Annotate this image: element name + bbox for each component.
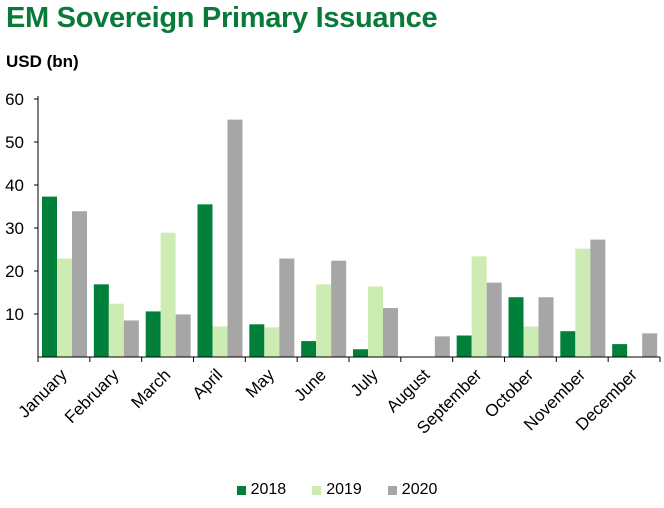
bar-2019-february <box>108 303 124 357</box>
bar-2020-february <box>123 320 139 357</box>
bar-2019-may <box>264 327 280 357</box>
x-tick-label-april: April <box>189 365 226 402</box>
legend-item-2018: 2018 <box>236 481 287 499</box>
bar-2020-december <box>642 333 658 357</box>
y-tick-label-40: 40 <box>5 176 24 195</box>
bar-2019-june <box>316 284 332 357</box>
bar-2019-october <box>523 326 539 357</box>
bar-2020-april <box>227 119 243 357</box>
bar-2020-may <box>279 258 295 357</box>
bar-2019-september <box>471 256 487 357</box>
legend-item-2020: 2020 <box>387 481 438 499</box>
y-tick-label-60: 60 <box>5 90 24 109</box>
bar-2018-march <box>145 311 161 357</box>
y-tick-label-50: 50 <box>5 133 24 152</box>
x-tick-label-may: May <box>242 365 278 401</box>
x-tick-label-february: February <box>61 365 123 427</box>
bar-2020-july <box>383 307 398 357</box>
bar-2018-may <box>249 324 265 357</box>
x-tick-label-march: March <box>128 365 175 412</box>
chart-title: EM Sovereign Primary Issuance <box>6 2 438 34</box>
legend-item-2019: 2019 <box>312 481 362 499</box>
bar-2020-january <box>72 211 87 357</box>
bar-2019-january <box>57 258 72 357</box>
bar-2020-september <box>486 282 502 357</box>
x-tick-label-june: June <box>290 365 330 405</box>
legend-swatch-2020 <box>387 485 397 495</box>
bar-2018-december <box>612 344 628 357</box>
legend-label-2020: 2020 <box>401 481 438 498</box>
legend: 2018 2019 2020 <box>0 481 664 499</box>
bar-2018-april <box>197 204 213 357</box>
bar-2018-september <box>456 335 472 357</box>
bar-2018-january <box>42 196 57 357</box>
bar-2019-november <box>575 248 591 357</box>
bar-2020-march <box>175 314 191 357</box>
legend-swatch-2019 <box>312 485 322 495</box>
bar-2020-november <box>590 239 606 357</box>
x-tick-label-august: August <box>383 365 434 416</box>
legend-label-2018: 2018 <box>250 481 287 498</box>
y-axis-unit-label: USD (bn) <box>6 52 79 71</box>
bar-2020-june <box>331 260 347 357</box>
bar-2018-february <box>93 284 109 357</box>
legend-swatch-2018 <box>236 485 246 495</box>
bar-2019-july <box>368 286 383 357</box>
y-tick-label-20: 20 <box>5 262 24 281</box>
bar-2019-march <box>160 232 176 357</box>
legend-label-2019: 2019 <box>326 481 362 498</box>
bar-2019-april <box>212 326 228 357</box>
bar-2018-june <box>301 341 317 357</box>
y-tick-label-10: 10 <box>5 305 24 324</box>
bar-2018-july <box>353 349 368 357</box>
x-tick-label-july: July <box>347 365 382 400</box>
bar-2018-october <box>508 297 524 357</box>
bar-2020-august <box>434 336 450 357</box>
bar-2020-october <box>538 297 554 357</box>
y-tick-label-30: 30 <box>5 219 24 238</box>
bar-2018-november <box>560 331 576 357</box>
